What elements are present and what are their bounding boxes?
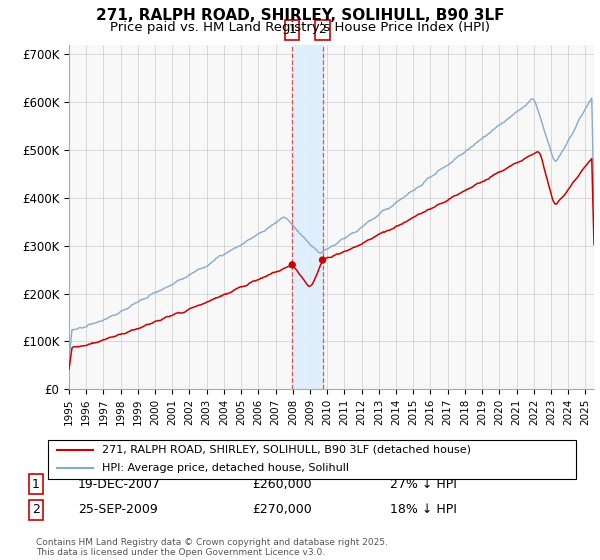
Text: HPI: Average price, detached house, Solihull: HPI: Average price, detached house, Soli… xyxy=(102,463,349,473)
Text: 1: 1 xyxy=(32,478,40,491)
Text: 271, RALPH ROAD, SHIRLEY, SOLIHULL, B90 3LF (detached house): 271, RALPH ROAD, SHIRLEY, SOLIHULL, B90 … xyxy=(102,445,471,455)
Text: Price paid vs. HM Land Registry's House Price Index (HPI): Price paid vs. HM Land Registry's House … xyxy=(110,21,490,34)
Text: £270,000: £270,000 xyxy=(252,503,312,516)
Text: 18% ↓ HPI: 18% ↓ HPI xyxy=(390,503,457,516)
Text: 2: 2 xyxy=(32,503,40,516)
Point xyxy=(287,260,297,269)
Text: 25-SEP-2009: 25-SEP-2009 xyxy=(78,503,158,516)
Text: 27% ↓ HPI: 27% ↓ HPI xyxy=(390,478,457,491)
Text: Contains HM Land Registry data © Crown copyright and database right 2025.
This d: Contains HM Land Registry data © Crown c… xyxy=(36,538,388,557)
Text: 271, RALPH ROAD, SHIRLEY, SOLIHULL, B90 3LF: 271, RALPH ROAD, SHIRLEY, SOLIHULL, B90 … xyxy=(96,8,504,24)
Bar xyxy=(292,45,323,389)
Text: £260,000: £260,000 xyxy=(252,478,311,491)
Text: 2: 2 xyxy=(319,24,326,36)
Point xyxy=(318,255,328,264)
Text: 19-DEC-2007: 19-DEC-2007 xyxy=(78,478,161,491)
Text: 1: 1 xyxy=(289,24,296,36)
